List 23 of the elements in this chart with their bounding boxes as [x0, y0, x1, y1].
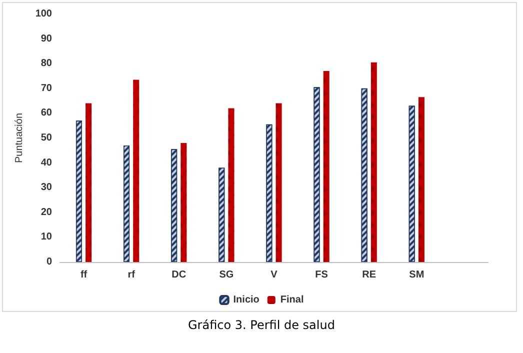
- y-axis-title: Puntuación: [14, 112, 25, 164]
- x-tick-label: rf: [128, 270, 136, 280]
- y-tick-label: 20: [40, 206, 52, 218]
- legend-label: Inicio: [233, 294, 260, 306]
- legend-label: Final: [280, 294, 304, 306]
- y-tick-label: 80: [40, 58, 52, 70]
- y-tick-label: 0: [46, 256, 52, 268]
- y-tick-label: 10: [40, 232, 52, 243]
- x-tick-label: FS: [315, 270, 328, 280]
- x-tick-label: SM: [409, 270, 424, 280]
- y-tick-label: 50: [40, 132, 52, 144]
- x-tick-label: RE: [362, 270, 376, 280]
- y-tick-label: 40: [40, 157, 52, 168]
- x-tick-label: DC: [172, 270, 186, 280]
- x-tick-label: SG: [219, 270, 234, 280]
- y-tick-label: 100: [35, 8, 52, 20]
- x-tick-label: V: [270, 270, 278, 280]
- y-tick-label: 70: [40, 82, 52, 94]
- y-tick-label: 30: [40, 182, 52, 194]
- y-tick-label: 60: [40, 108, 52, 119]
- text: Gráfico 3. Perfil de salud: [187, 318, 336, 332]
- x-tick-label: ff: [80, 270, 88, 280]
- y-tick-label: 90: [40, 33, 52, 44]
